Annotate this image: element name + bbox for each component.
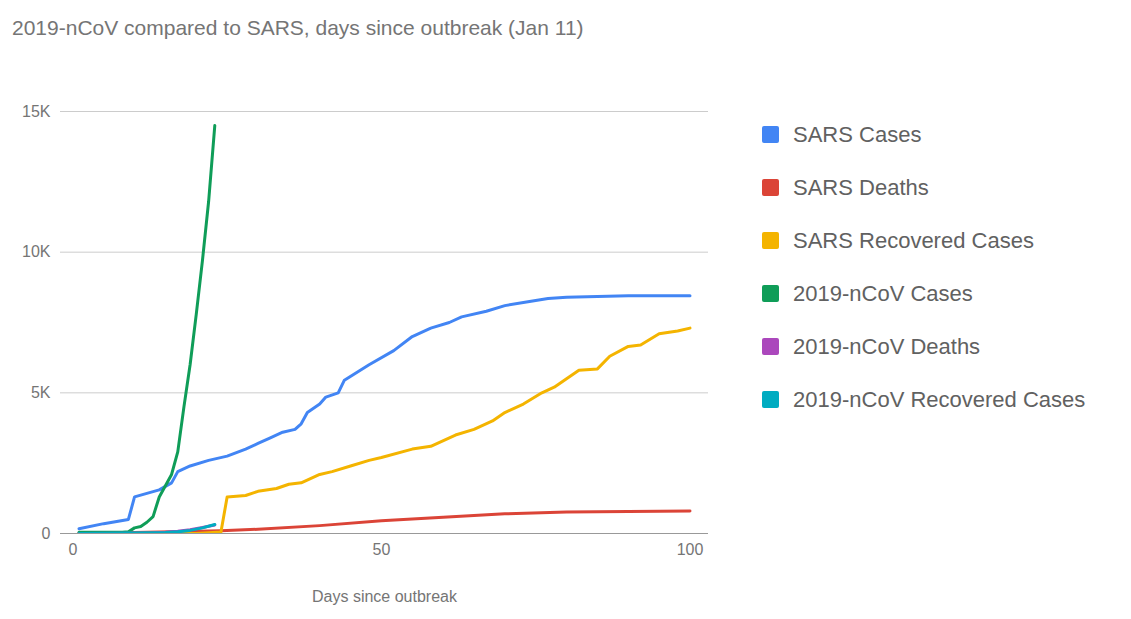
svg-text:50: 50: [373, 541, 391, 558]
svg-text:0: 0: [68, 541, 77, 558]
svg-text:10K: 10K: [22, 243, 51, 260]
html-text:SARS Deaths: SARS Deaths: [793, 174, 929, 200]
svg-text:0: 0: [42, 525, 51, 542]
html-text:2019-nCoV Deaths: 2019-nCoV Deaths: [793, 333, 981, 359]
svg-text:100: 100: [677, 541, 704, 558]
html-text:SARS Cases: SARS Cases: [793, 121, 922, 147]
html-text:2019-nCoV Cases: 2019-nCoV Cases: [793, 280, 973, 306]
html-text:2019-nCoV compared to SARS, da: 2019-nCoV compared to SARS, days since o…: [12, 16, 584, 39]
html-text:SARS Recovered Cases: SARS Recovered Cases: [793, 227, 1034, 253]
svg-text:15K: 15K: [22, 103, 51, 120]
svg-text:Days since outbreak: Days since outbreak: [312, 588, 458, 605]
svg-text:5K: 5K: [31, 384, 51, 401]
html-text:2019-nCoV Recovered Cases: 2019-nCoV Recovered Cases: [793, 386, 1086, 412]
